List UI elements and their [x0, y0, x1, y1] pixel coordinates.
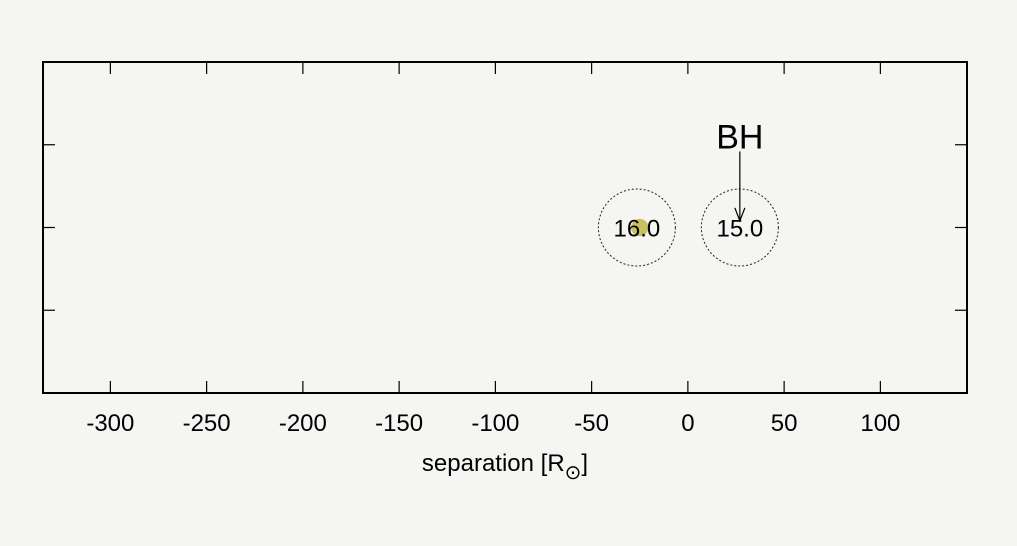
x-tick-label: 100 — [860, 410, 900, 437]
sun-symbol: ⊙ — [565, 462, 582, 484]
x-axis-label-text: separation [R — [422, 450, 565, 477]
x-axis-label: separation [R⊙] — [422, 450, 588, 484]
x-axis-ticks: -300 -250 -200 -150 -100 -50 0 50 100 — [86, 62, 900, 437]
x-axis-label-close: ] — [581, 450, 588, 477]
x-tick-label: -300 — [86, 410, 134, 437]
x-tick-label: -250 — [183, 410, 231, 437]
plot-frame — [42, 61, 968, 394]
bh-arrow-head — [734, 207, 746, 223]
annotations: BH — [716, 118, 763, 223]
bh-label: BH — [716, 118, 763, 156]
x-tick-label: -50 — [574, 410, 609, 437]
x-tick-label: -150 — [375, 410, 423, 437]
mass-label: 16.0 — [614, 216, 661, 243]
star-disk — [631, 218, 649, 237]
y-axis-ticks — [43, 144, 967, 311]
x-tick-label: 0 — [681, 410, 694, 437]
x-tick-label: 50 — [771, 410, 798, 437]
roche-lobe — [597, 188, 676, 267]
binary-components: 16.0 15.0 — [597, 188, 779, 267]
x-tick-label: -200 — [279, 410, 327, 437]
x-tick-label: -100 — [471, 410, 519, 437]
